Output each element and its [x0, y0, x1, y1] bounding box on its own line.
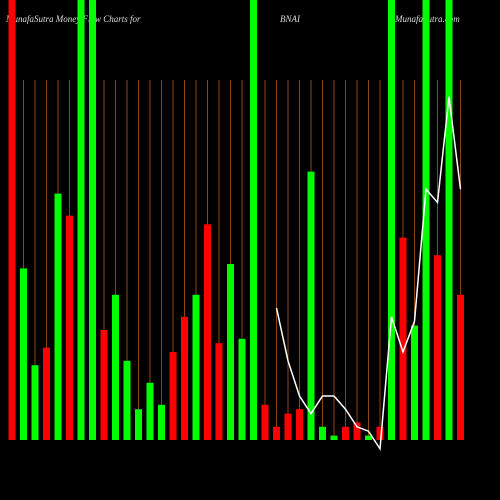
bar — [457, 294, 464, 440]
bar — [100, 330, 108, 440]
bar — [169, 352, 177, 440]
bar — [296, 409, 303, 440]
bar — [135, 409, 142, 440]
bar — [54, 193, 62, 440]
bar — [238, 338, 246, 440]
bar — [215, 343, 223, 440]
bar — [330, 435, 338, 440]
bar — [204, 224, 211, 440]
bar — [123, 360, 131, 440]
bar — [112, 294, 119, 440]
chart-subtitle: BNAI — [280, 14, 301, 24]
bar — [284, 413, 292, 440]
bar — [77, 0, 85, 440]
bar — [66, 215, 73, 440]
bar — [89, 0, 96, 440]
bar — [445, 0, 453, 440]
bar — [31, 365, 39, 440]
bar — [342, 426, 349, 440]
bar — [273, 426, 280, 440]
bar — [261, 404, 269, 440]
bar — [181, 316, 188, 440]
bar — [307, 171, 315, 440]
bar — [192, 294, 200, 440]
bar — [365, 435, 372, 440]
bar — [319, 426, 326, 440]
bar — [353, 422, 361, 440]
bar — [376, 426, 384, 440]
bar — [411, 325, 418, 440]
bar — [158, 404, 165, 440]
bar — [399, 237, 407, 440]
bar — [422, 0, 430, 440]
bar — [8, 0, 16, 440]
bar — [146, 382, 154, 440]
bar — [434, 255, 441, 440]
chart-title: MunafaSutra Money Flow Charts for — [5, 14, 141, 24]
bar — [388, 0, 395, 440]
bar — [250, 0, 257, 440]
bar — [43, 347, 50, 440]
bar — [20, 268, 27, 440]
money-flow-line — [275, 96, 462, 452]
bar — [227, 264, 234, 440]
